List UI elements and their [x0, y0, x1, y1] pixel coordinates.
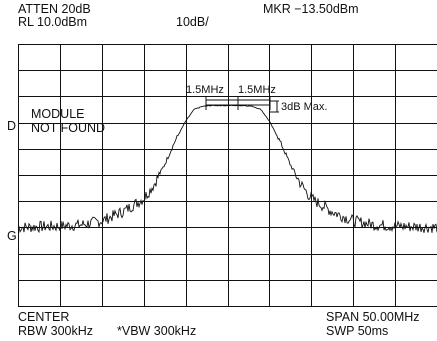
module-message-line2: NOT FOUND: [31, 121, 106, 135]
sweep-label: SWP 50ms: [326, 324, 389, 338]
module-message-line1: MODULE: [31, 107, 85, 121]
g-marker-label: G: [7, 229, 17, 243]
vbw-label: *VBW 300kHz: [117, 324, 197, 338]
bandwidth-annotation: 1.5MHz 1.5MHz 3dB Max.: [186, 84, 327, 113]
flatness-label: 3dB Max.: [281, 101, 327, 113]
graticule: [18, 44, 437, 307]
spectrum-trace: [17, 104, 437, 234]
bw-right-label: 1.5MHz: [238, 84, 276, 96]
scale-label: 10dB/: [176, 15, 209, 29]
span-label: SPAN 50.00MHz: [326, 310, 420, 324]
ref-level-label: RL 10.0dBm: [18, 15, 88, 29]
marker-readout: MKR −13.50dBm: [263, 2, 359, 16]
d-marker-label: D: [7, 119, 17, 133]
bw-left-label: 1.5MHz: [186, 84, 224, 96]
atten-label: ATTEN 20dB: [18, 2, 91, 16]
rbw-label: RBW 300kHz: [18, 324, 94, 338]
center-label: CENTER: [18, 310, 70, 324]
